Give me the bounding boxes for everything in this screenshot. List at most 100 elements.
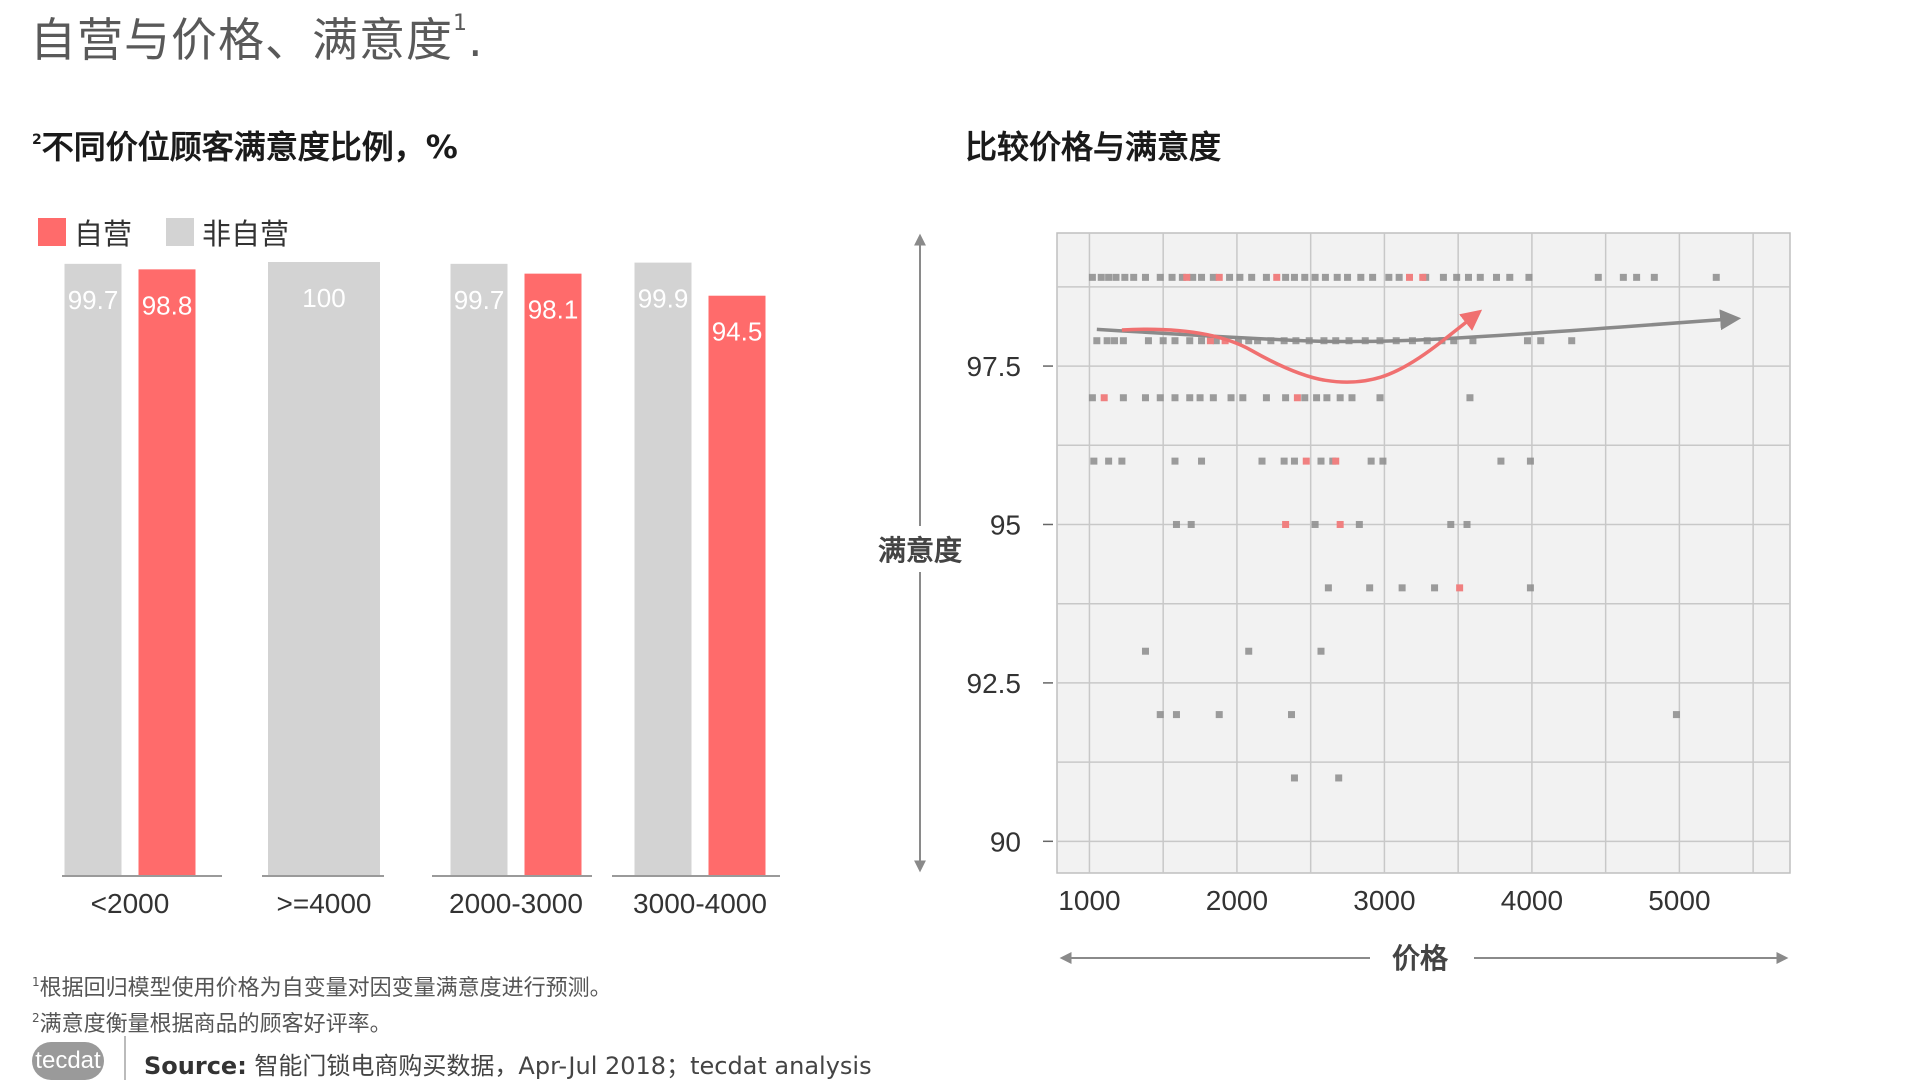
point-nonself: [1144, 337, 1152, 345]
point-nonself: [1248, 273, 1256, 281]
point-nonself: [1112, 273, 1120, 281]
point-nonself: [1537, 337, 1545, 345]
point-nonself: [1105, 457, 1113, 465]
point-self: [1183, 273, 1191, 281]
point-nonself: [1093, 337, 1101, 345]
point-nonself: [1317, 457, 1325, 465]
point-nonself: [1357, 273, 1365, 281]
bar-nonself-2: [268, 262, 380, 875]
point-nonself: [1453, 273, 1461, 281]
point-nonself: [1290, 457, 1298, 465]
bar-self-3: [524, 273, 582, 876]
y-tick-label-2: 92.5: [967, 668, 1022, 699]
point-nonself: [1189, 273, 1197, 281]
point-nonself: [1348, 394, 1356, 402]
point-nonself: [1254, 337, 1262, 345]
footnote-2-mark: 2: [32, 1011, 40, 1025]
point-nonself: [1236, 273, 1244, 281]
point-nonself: [1568, 337, 1576, 345]
point-nonself: [1178, 273, 1186, 281]
point-self: [1206, 337, 1214, 345]
brand-logo: tecdat: [32, 1042, 104, 1080]
point-nonself: [1168, 273, 1176, 281]
x-tick-label-4: 3000-4000: [633, 888, 767, 919]
point-nonself: [1336, 394, 1344, 402]
point-nonself: [1333, 273, 1341, 281]
point-nonself: [1159, 337, 1167, 345]
point-nonself: [1311, 520, 1319, 528]
point-nonself: [1090, 457, 1098, 465]
data-label-nonself-3: 99.7: [454, 285, 505, 315]
point-nonself: [1262, 394, 1270, 402]
point-nonself: [1290, 273, 1298, 281]
point-nonself: [1215, 711, 1223, 719]
data-label-nonself-1: 99.7: [68, 285, 119, 315]
footnote-1-text: 根据回归模型使用价格为自变量对因变量满意度进行预测。: [39, 976, 612, 1001]
point-nonself: [1355, 520, 1363, 528]
point-nonself: [1712, 273, 1720, 281]
point-nonself: [1369, 273, 1377, 281]
legend-swatch-nonself: [166, 218, 195, 246]
bar-chart-legend: 自营 非自营: [38, 211, 323, 253]
point-self: [1293, 394, 1301, 402]
source-line: Source: 智能门锁电商购买数据，Apr-Jul 2018；tecdat a…: [144, 1046, 872, 1081]
point-nonself: [1130, 273, 1138, 281]
point-nonself: [1450, 337, 1458, 345]
point-nonself: [1209, 394, 1217, 402]
point-nonself: [1088, 394, 1096, 402]
point-nonself: [1323, 394, 1331, 402]
point-nonself: [1156, 273, 1164, 281]
x-tick-label-3: 2000-3000: [449, 888, 583, 919]
point-nonself: [1171, 394, 1179, 402]
point-nonself: [1171, 457, 1179, 465]
point-nonself: [1379, 457, 1387, 465]
point-nonself: [1141, 647, 1149, 655]
point-nonself: [1258, 457, 1266, 465]
point-nonself: [1376, 394, 1384, 402]
point-nonself: [1245, 647, 1253, 655]
bar-chart-title: 2不同价位顾客满意度比例，%: [32, 122, 458, 168]
point-self: [1456, 584, 1464, 592]
point-self: [1332, 457, 1340, 465]
point-self: [1282, 520, 1290, 528]
x-tick-label-1: <2000: [91, 888, 170, 919]
legend-label-nonself: 非自营: [202, 217, 290, 251]
point-nonself: [1141, 273, 1149, 281]
page-title-text: 自营与价格、满意度: [30, 13, 453, 67]
point-nonself: [1198, 457, 1206, 465]
point-nonself: [1119, 337, 1127, 345]
page-title: 自营与价格、满意度1.: [30, 4, 484, 70]
x-tick-label-4: 4000: [1501, 885, 1563, 916]
data-label-self-3: 98.1: [528, 295, 579, 325]
x-tick-label-2: >=4000: [277, 888, 372, 919]
footnote-2: 2满意度衡量根据商品的顾客好评率。: [32, 1006, 392, 1038]
y-axis-label: 满意度: [878, 534, 962, 567]
footnote-1: 1根据回归模型使用价格为自变量对因变量满意度进行预测。: [32, 970, 612, 1002]
point-nonself: [1344, 273, 1352, 281]
point-nonself: [1321, 273, 1329, 281]
data-label-nonself-4: 99.9: [638, 284, 689, 314]
point-nonself: [1288, 711, 1296, 719]
point-nonself: [1317, 647, 1325, 655]
point-nonself: [1526, 584, 1534, 592]
y-tick-label-4: 97.5: [967, 351, 1022, 382]
point-nonself: [1103, 337, 1111, 345]
point-nonself: [1118, 457, 1126, 465]
bar-chart: 99.7 98.8 <2000 100 >=4000 99.7 98.1 2000-3000 9…: [62, 262, 780, 919]
x-tick-label-5: 5000: [1648, 885, 1710, 916]
point-nonself: [1594, 273, 1602, 281]
point-nonself: [1226, 273, 1234, 281]
point-nonself: [1466, 394, 1474, 402]
data-label-nonself-2: 100: [302, 283, 345, 313]
point-nonself: [1198, 337, 1206, 345]
source-label: Source:: [144, 1052, 247, 1080]
legend-item-self: 自营: [38, 211, 132, 253]
point-nonself: [1172, 711, 1180, 719]
point-self: [1336, 520, 1344, 528]
data-label-self-1: 98.8: [142, 290, 193, 320]
scatter-chart-title: 比较价格与满意度: [965, 128, 1222, 166]
point-nonself: [1672, 711, 1680, 719]
point-nonself: [1209, 273, 1217, 281]
point-nonself: [1447, 520, 1455, 528]
point-nonself: [1262, 273, 1270, 281]
